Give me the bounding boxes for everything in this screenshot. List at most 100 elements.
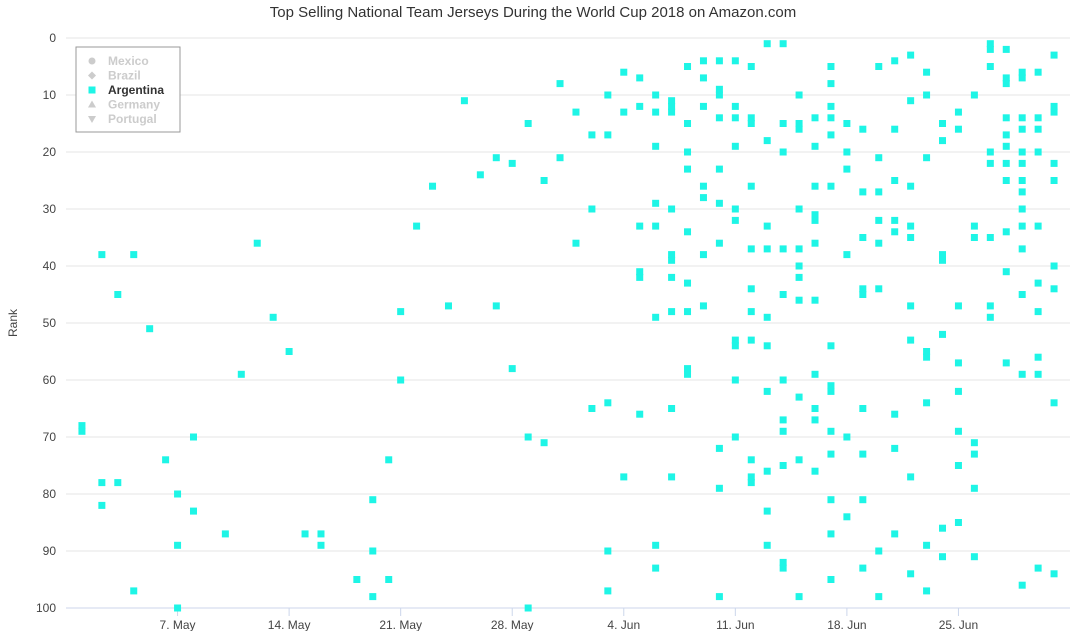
data-point[interactable] (907, 222, 915, 230)
data-point[interactable] (556, 154, 564, 162)
data-point[interactable] (986, 45, 994, 53)
data-point[interactable] (811, 467, 819, 475)
data-point[interactable] (907, 51, 915, 59)
data-point[interactable] (1050, 51, 1058, 59)
data-point[interactable] (369, 496, 377, 504)
data-point[interactable] (827, 450, 835, 458)
data-point[interactable] (668, 97, 676, 105)
data-point[interactable] (939, 330, 947, 338)
data-point[interactable] (699, 102, 707, 110)
data-point[interactable] (891, 216, 899, 224)
data-point[interactable] (353, 576, 361, 583)
data-point[interactable] (684, 365, 692, 373)
data-point[interactable] (1018, 222, 1026, 230)
data-point[interactable] (875, 285, 883, 293)
data-point[interactable] (1018, 205, 1026, 213)
data-point[interactable] (1018, 125, 1026, 133)
data-point[interactable] (668, 108, 676, 116)
data-point[interactable] (460, 97, 468, 105)
data-point[interactable] (954, 302, 962, 310)
data-point[interactable] (907, 336, 915, 344)
data-point[interactable] (779, 427, 787, 435)
data-point[interactable] (715, 165, 723, 173)
data-point[interactable] (715, 114, 723, 122)
data-point[interactable] (875, 593, 883, 601)
data-point[interactable] (954, 359, 962, 367)
data-point[interactable] (859, 188, 867, 196)
data-point[interactable] (1034, 370, 1042, 378)
data-point[interactable] (731, 342, 739, 350)
data-point[interactable] (747, 182, 755, 190)
data-point[interactable] (715, 444, 723, 452)
data-point[interactable] (827, 80, 835, 88)
data-point[interactable] (859, 285, 867, 293)
data-point[interactable] (827, 63, 835, 70)
data-point[interactable] (811, 182, 819, 190)
data-point[interactable] (923, 91, 931, 99)
data-point[interactable] (795, 593, 803, 601)
data-point[interactable] (859, 450, 867, 458)
legend-item-portugal[interactable]: Portugal (108, 112, 157, 126)
data-point[interactable] (636, 268, 644, 276)
data-point[interactable] (397, 308, 405, 316)
data-point[interactable] (843, 148, 851, 156)
data-point[interactable] (747, 456, 755, 464)
data-point[interactable] (731, 205, 739, 213)
data-point[interactable] (747, 245, 755, 253)
data-point[interactable] (986, 63, 994, 70)
data-point[interactable] (970, 234, 978, 241)
data-point[interactable] (763, 245, 771, 253)
data-point[interactable] (907, 570, 915, 578)
data-point[interactable] (604, 547, 612, 555)
data-point[interactable] (827, 382, 835, 390)
data-point[interactable] (779, 462, 787, 469)
data-point[interactable] (859, 496, 867, 504)
data-point[interactable] (684, 165, 692, 173)
data-point[interactable] (1034, 125, 1042, 133)
data-point[interactable] (189, 507, 197, 515)
data-point[interactable] (524, 604, 532, 612)
data-point[interactable] (779, 564, 787, 572)
data-point[interactable] (1018, 291, 1026, 298)
data-point[interactable] (970, 484, 978, 492)
data-point[interactable] (795, 393, 803, 401)
data-point[interactable] (652, 108, 660, 116)
data-point[interactable] (859, 291, 867, 298)
data-point[interactable] (1018, 188, 1026, 196)
data-point[interactable] (1034, 114, 1042, 122)
data-point[interactable] (1050, 108, 1058, 116)
data-point[interactable] (588, 205, 596, 213)
data-point[interactable] (811, 114, 819, 122)
data-point[interactable] (827, 342, 835, 350)
data-point[interactable] (715, 85, 723, 93)
data-point[interactable] (907, 97, 915, 105)
data-point[interactable] (636, 273, 644, 281)
data-point[interactable] (986, 148, 994, 156)
data-point[interactable] (317, 530, 325, 538)
data-point[interactable] (875, 188, 883, 196)
data-point[interactable] (684, 63, 692, 70)
data-point[interactable] (98, 501, 106, 509)
data-point[interactable] (891, 444, 899, 452)
data-point[interactable] (939, 553, 947, 561)
data-point[interactable] (875, 63, 883, 70)
legend-item-germany[interactable]: Germany (108, 98, 160, 112)
data-point[interactable] (875, 216, 883, 224)
data-point[interactable] (78, 427, 86, 435)
data-point[interactable] (986, 40, 994, 48)
data-point[interactable] (907, 302, 915, 310)
data-point[interactable] (939, 251, 947, 259)
data-point[interactable] (174, 604, 182, 612)
data-point[interactable] (907, 473, 915, 481)
data-point[interactable] (572, 108, 580, 116)
data-point[interactable] (1018, 68, 1026, 76)
data-point[interactable] (779, 148, 787, 156)
data-point[interactable] (875, 239, 883, 247)
data-point[interactable] (668, 251, 676, 259)
data-point[interactable] (779, 40, 787, 48)
data-point[interactable] (492, 154, 500, 162)
data-point[interactable] (779, 416, 787, 424)
data-point[interactable] (970, 450, 978, 458)
data-point[interactable] (1050, 159, 1058, 167)
data-point[interactable] (747, 336, 755, 344)
